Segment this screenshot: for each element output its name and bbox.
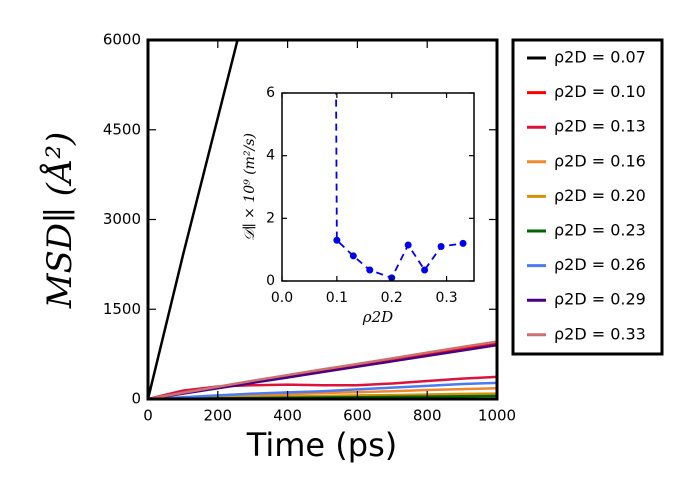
legend-label: ρ2D = 0.33 [554, 324, 646, 343]
x-tick-label: 0.2 [381, 290, 403, 306]
y-tick-label: 0 [131, 390, 141, 408]
y-tick-label: 4 [266, 148, 275, 164]
data-point [333, 236, 341, 244]
x-axis-label: Time (ps) [246, 426, 397, 464]
y-tick-label: 0 [266, 273, 275, 289]
data-point [437, 243, 445, 251]
y-tick-label: 6000 [103, 31, 141, 49]
plot-area [333, 93, 467, 281]
y-tick-label: 2 [266, 210, 275, 226]
legend-label: ρ2D = 0.23 [554, 221, 646, 240]
series-line [148, 343, 497, 399]
data-point [404, 241, 412, 249]
y-axis-label: 𝒟∥ × 10⁹ (m²/s) [242, 133, 258, 241]
axes-frame [281, 92, 475, 282]
series-line [148, 381, 497, 399]
y-tick-label: 3000 [103, 210, 141, 228]
y-tick-label: 4500 [103, 120, 141, 138]
x-tick-label: 0 [143, 407, 153, 425]
series-line [148, 340, 497, 399]
data-point [421, 266, 429, 274]
x-axis-label: ρ2D [362, 308, 393, 326]
legend-label: ρ2D = 0.26 [554, 255, 646, 274]
x-tick-label: 0.0 [271, 290, 293, 306]
x-tick-label: 800 [413, 407, 442, 425]
legend-label: ρ2D = 0.10 [554, 82, 646, 101]
data-point [349, 252, 357, 260]
y-axis-label: MSD∥ (Å²) [39, 132, 80, 310]
legend-label: ρ2D = 0.16 [554, 151, 646, 170]
x-tick-label: 0.3 [435, 290, 457, 306]
series-line [335, 93, 464, 279]
legend-label: ρ2D = 0.29 [554, 290, 646, 309]
y-tick-label: 1500 [103, 300, 141, 318]
legend-label: ρ2D = 0.13 [554, 117, 646, 136]
data-point [366, 266, 374, 274]
data-point [459, 239, 467, 247]
plot-area [148, 40, 497, 399]
legend-label: ρ2D = 0.20 [554, 186, 646, 205]
x-tick-label: 0.1 [326, 290, 348, 306]
axes-frame [146, 38, 499, 401]
series-line [148, 40, 239, 399]
legend-label: ρ2D = 0.07 [554, 48, 646, 67]
y-tick-label: 6 [266, 85, 275, 101]
x-tick-label: 400 [273, 407, 302, 425]
legend: ρ2D = 0.07 ρ2D = 0.10 ρ2D = 0.13 ρ2D = 0.16… [511, 38, 664, 356]
x-tick-label: 200 [203, 407, 232, 425]
x-tick-label: 600 [343, 407, 372, 425]
x-tick-label: 1000 [478, 407, 516, 425]
